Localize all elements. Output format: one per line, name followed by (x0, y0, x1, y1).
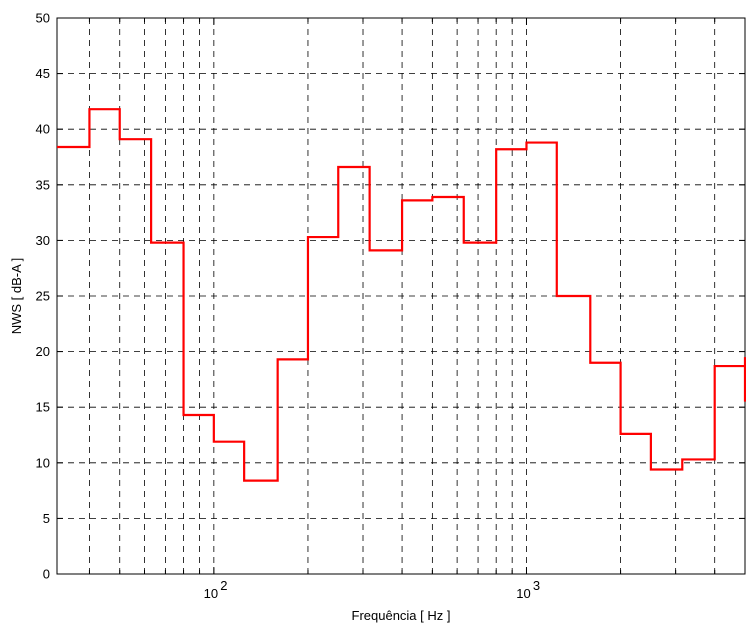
y-tick-label: 40 (36, 122, 50, 137)
y-tick-label: 25 (36, 289, 50, 304)
x-tick-label-exponent: 2 (220, 578, 227, 593)
y-tick-label: 45 (36, 66, 50, 81)
x-tick-label-base: 10 (516, 586, 530, 601)
y-tick-labels: 0 5 10 15 20 25 30 35 40 45 50 (36, 11, 50, 582)
y-tick-label: 50 (36, 11, 50, 26)
x-tick-label: 103 (516, 578, 540, 601)
series-line (57, 108, 746, 482)
x-tick-label-exponent: 3 (533, 578, 540, 593)
y-tick-label: 0 (43, 567, 50, 582)
y-tick-label: 35 (36, 177, 50, 192)
y-tick-label: 30 (36, 233, 50, 248)
x-axis-label: Frequência [ Hz ] (352, 608, 451, 623)
y-tick-label: 10 (36, 455, 50, 470)
y-tick-label: 5 (43, 511, 50, 526)
x-tick-label-base: 10 (204, 586, 218, 601)
y-axis-label: NWS [ dB-A ] (9, 258, 24, 335)
x-tick-label: 102 (204, 578, 228, 601)
ticks (57, 17, 745, 575)
y-tick-label: 15 (36, 400, 50, 415)
y-tick-label: 20 (36, 344, 50, 359)
